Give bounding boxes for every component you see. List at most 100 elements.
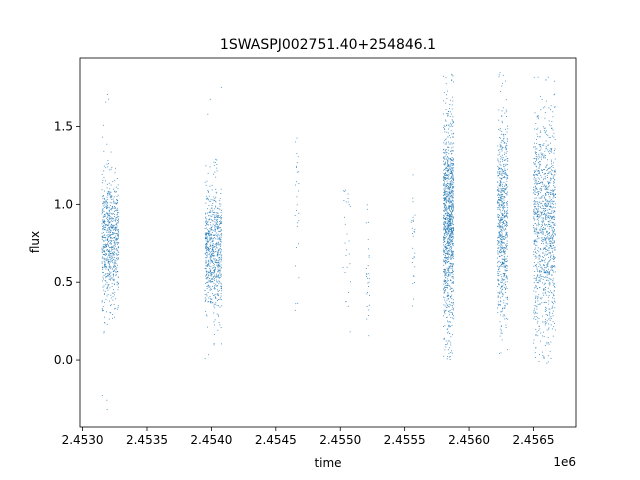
- data-point: [216, 245, 218, 247]
- data-point: [534, 183, 536, 185]
- data-point: [452, 226, 454, 228]
- data-point: [206, 293, 208, 295]
- data-point: [208, 240, 210, 242]
- data-point: [443, 210, 444, 212]
- data-point: [453, 276, 455, 278]
- data-point: [446, 187, 448, 189]
- data-point: [104, 202, 106, 204]
- data-point: [450, 344, 452, 346]
- data-point: [210, 224, 212, 226]
- data-point: [446, 241, 448, 243]
- data-point: [501, 239, 503, 241]
- data-point: [447, 194, 449, 195]
- data-point: [500, 297, 502, 299]
- data-point: [105, 254, 107, 256]
- data-point: [507, 164, 509, 166]
- data-point: [115, 249, 117, 251]
- data-point: [102, 256, 103, 258]
- data-point: [118, 221, 120, 223]
- data-point: [447, 226, 449, 227]
- data-point: [101, 309, 103, 311]
- data-point: [219, 281, 220, 283]
- data-point: [206, 242, 208, 244]
- data-point: [218, 230, 220, 232]
- data-point: [503, 248, 505, 250]
- data-point: [539, 161, 541, 163]
- data-point: [449, 214, 451, 216]
- data-point: [114, 207, 116, 209]
- data-point: [205, 261, 207, 263]
- data-point: [554, 217, 556, 219]
- data-point: [113, 253, 114, 255]
- data-point: [102, 208, 104, 210]
- data-point: [537, 274, 539, 276]
- data-point: [448, 269, 450, 271]
- data-point: [506, 226, 508, 227]
- data-point: [547, 205, 548, 207]
- data-point: [447, 111, 449, 113]
- data-point: [211, 253, 213, 255]
- data-point: [544, 306, 546, 308]
- data-point: [213, 334, 215, 335]
- data-point: [208, 233, 209, 234]
- data-point: [538, 171, 540, 173]
- data-point: [449, 184, 451, 186]
- data-point: [110, 279, 111, 281]
- data-point: [446, 231, 447, 233]
- data-point: [450, 233, 451, 235]
- x-tick-label: 2.4550: [319, 433, 361, 447]
- data-point: [545, 204, 547, 206]
- data-point: [211, 228, 212, 230]
- data-point: [209, 211, 211, 213]
- data-point: [500, 161, 502, 163]
- data-point: [452, 146, 454, 148]
- data-point: [546, 265, 548, 267]
- data-point: [507, 213, 509, 215]
- data-point: [535, 255, 537, 257]
- data-point: [499, 335, 501, 337]
- data-point: [109, 255, 111, 257]
- data-point: [501, 85, 503, 87]
- data-point: [551, 251, 553, 253]
- data-point: [452, 136, 454, 138]
- data-point: [540, 186, 542, 187]
- data-point: [503, 253, 505, 255]
- data-point: [498, 119, 500, 121]
- data-point: [442, 217, 444, 218]
- data-point: [505, 185, 507, 187]
- data-point: [411, 262, 413, 263]
- data-point: [108, 98, 110, 100]
- data-point: [500, 229, 502, 231]
- data-point: [444, 237, 446, 238]
- data-point: [105, 298, 107, 300]
- data-point: [446, 254, 448, 255]
- data-point: [445, 197, 447, 198]
- data-point: [546, 185, 548, 187]
- data-point: [501, 217, 503, 219]
- data-point: [550, 216, 551, 218]
- data-point: [542, 256, 543, 258]
- data-point: [501, 115, 503, 117]
- data-point: [447, 160, 449, 162]
- data-point: [105, 264, 107, 266]
- data-point: [548, 228, 550, 230]
- data-point: [536, 232, 538, 234]
- data-point: [107, 262, 109, 264]
- data-point: [220, 233, 222, 235]
- data-point: [115, 237, 117, 239]
- data-point: [449, 231, 451, 233]
- data-point: [114, 256, 115, 258]
- data-point: [368, 315, 369, 316]
- data-point: [205, 195, 207, 197]
- data-point: [102, 240, 104, 242]
- data-point: [450, 204, 452, 206]
- data-point: [448, 218, 449, 220]
- data-point: [111, 218, 113, 220]
- data-point: [543, 144, 545, 146]
- data-point: [547, 249, 548, 251]
- data-point: [542, 218, 544, 220]
- data-point: [536, 159, 538, 161]
- data-point: [506, 236, 508, 238]
- data-point: [117, 264, 118, 266]
- data-point: [109, 274, 111, 276]
